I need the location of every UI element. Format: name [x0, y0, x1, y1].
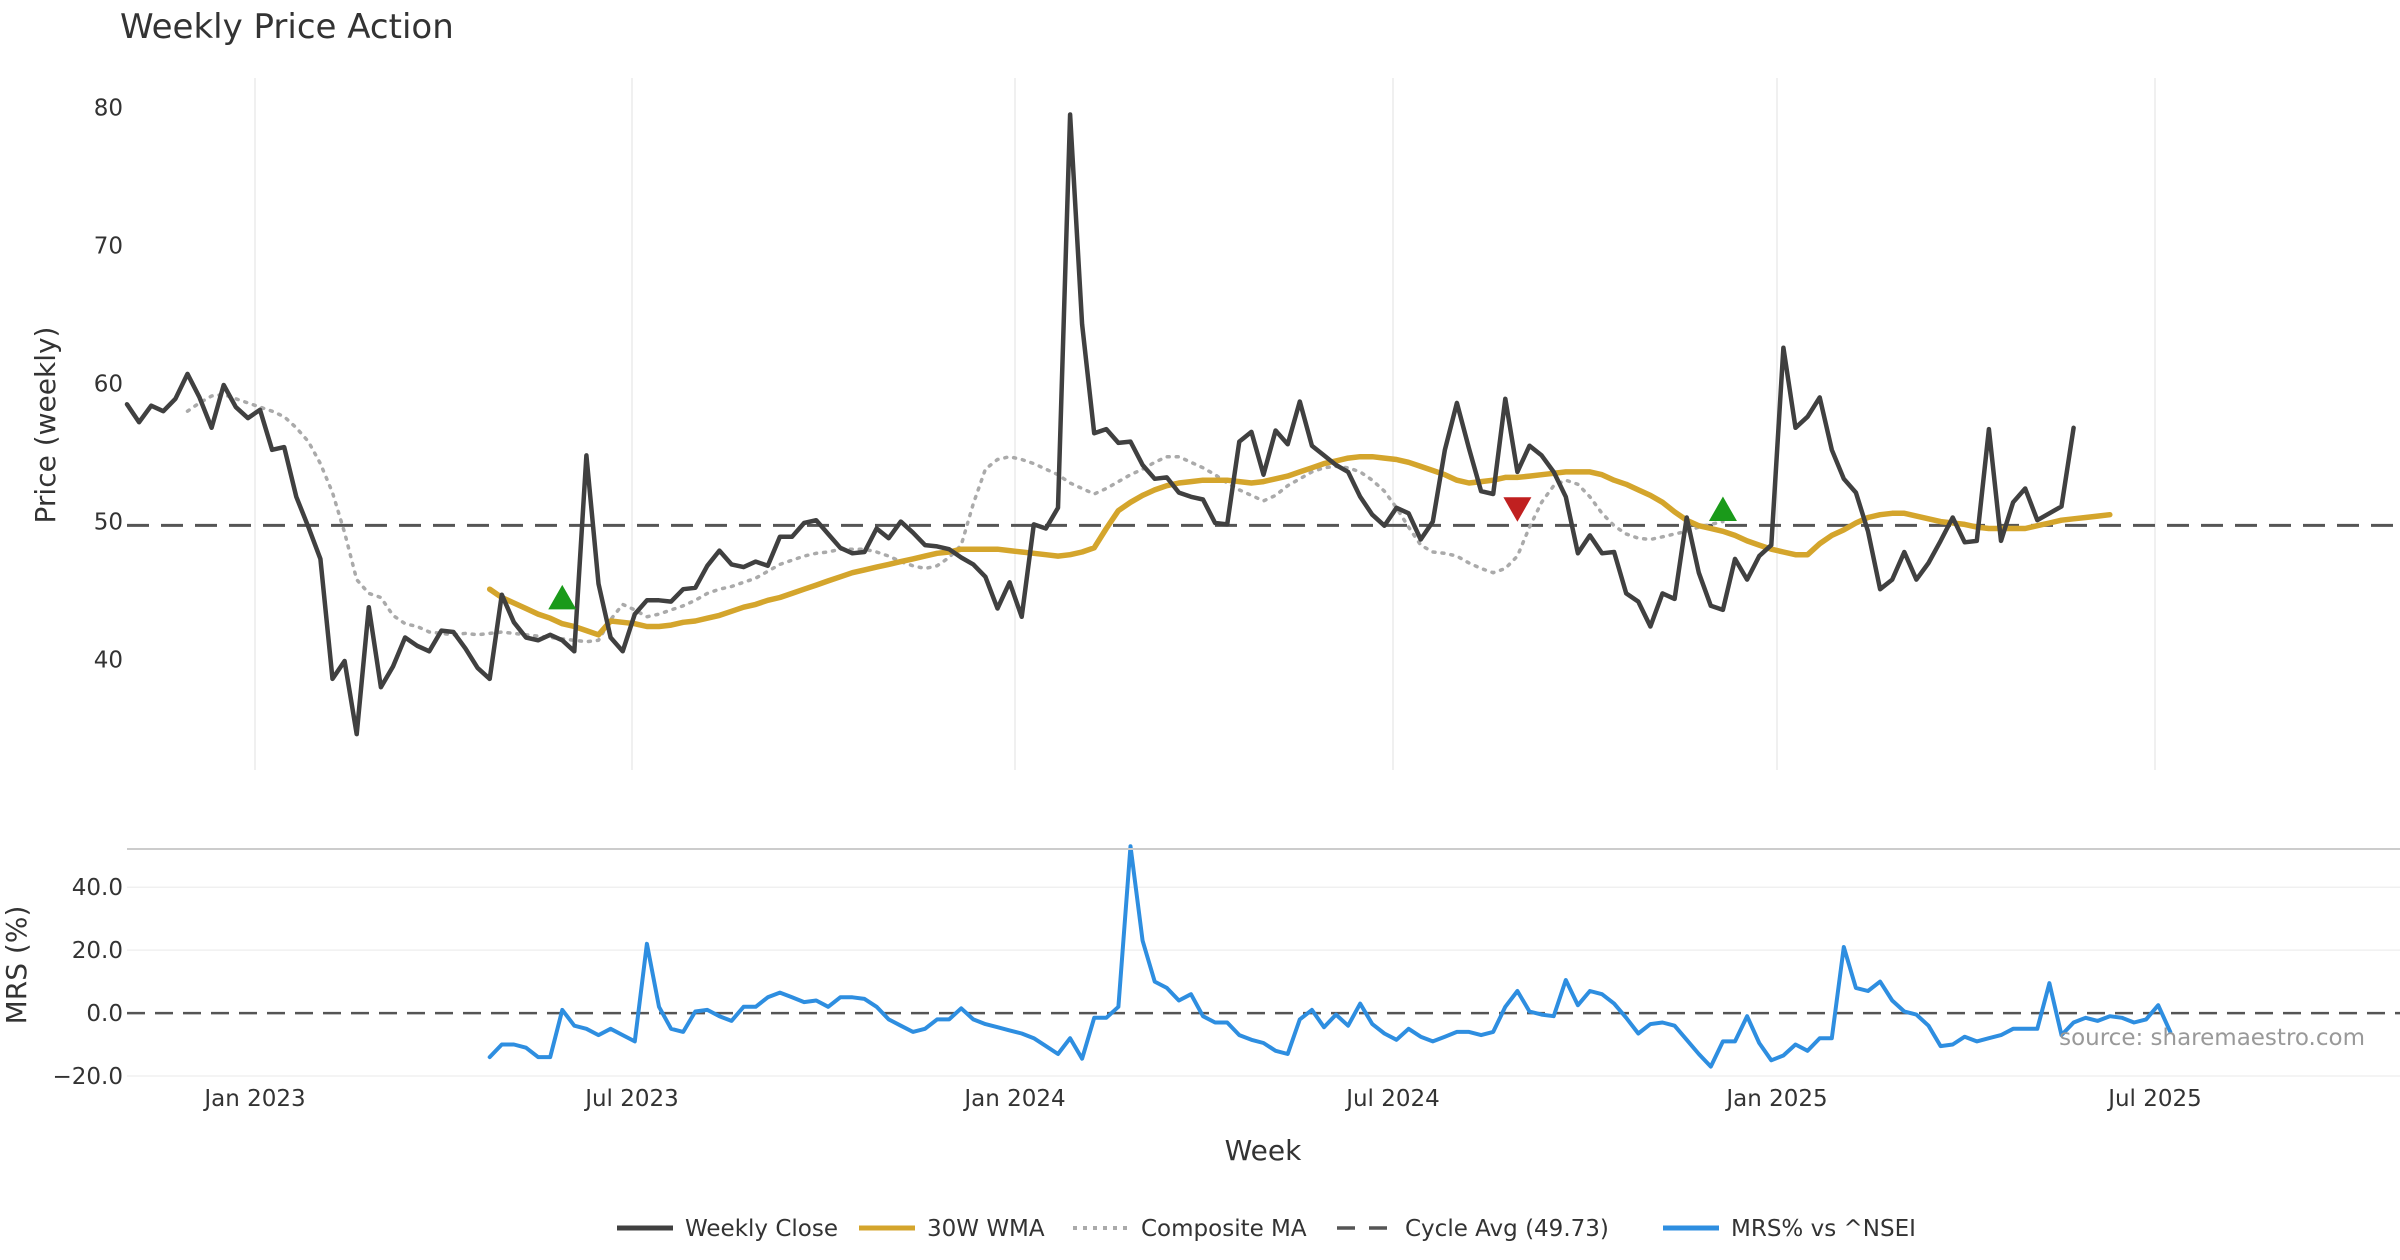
y-tick-label-price: 40: [94, 648, 123, 674]
y-axis-title-price: Price (weekly): [29, 327, 62, 524]
buy-marker: [548, 584, 577, 610]
chart-title: Weekly Price Action: [120, 7, 454, 47]
y-tick-label-mrs: 20.0: [72, 938, 123, 964]
x-tick-label: Jul 2023: [583, 1086, 679, 1112]
legend: Weekly Close 30W WMA Composite MA Cycle Avg…: [617, 1216, 1916, 1242]
x-tick-label: Jan 2025: [1724, 1086, 1827, 1112]
legend-label: Weekly Close: [685, 1216, 838, 1242]
x-tick-label: Jan 2023: [202, 1086, 305, 1112]
y-tick-label-price: 80: [94, 96, 123, 122]
legend-label: 30W WMA: [927, 1216, 1045, 1242]
x-tick-label: Jul 2024: [1344, 1086, 1440, 1112]
y-tick-label-mrs: 0.0: [86, 1001, 123, 1027]
y-tick-label-price: 50: [94, 510, 123, 536]
legend-label: Cycle Avg (49.73): [1405, 1216, 1609, 1242]
y-axis-title-mrs: MRS (%): [0, 906, 33, 1025]
weekly-close-line: [124, 112, 2076, 737]
wma-30w-line: [486, 453, 2113, 638]
source-note: source: sharemaestro.com: [2059, 1025, 2365, 1051]
x-tick-label: Jul 2025: [2106, 1086, 2202, 1112]
x-axis-title: Week: [1225, 1134, 1302, 1167]
sell-marker: [1503, 497, 1532, 522]
y-tick-label-mrs: −20.0: [53, 1064, 123, 1090]
price-panel: 40 50 60 70 80: [94, 78, 2400, 770]
x-tick-label: Jan 2024: [962, 1086, 1065, 1112]
composite-ma-line: [185, 392, 1725, 644]
y-tick-label-price: 60: [94, 372, 123, 398]
buy-marker: [1708, 496, 1737, 522]
y-tick-label-mrs: 40.0: [72, 875, 123, 901]
legend-label: MRS% vs ^NSEI: [1731, 1216, 1916, 1242]
mrs-line: [487, 844, 2173, 1069]
mrs-panel: −20.0 0.0 20.0 40.0: [53, 844, 2400, 1090]
legend-label: Composite MA: [1141, 1216, 1307, 1242]
x-axis-ticks: Jan 2023 Jul 2023 Jan 2024 Jul 2024 Jan 2025…: [202, 1086, 2201, 1112]
y-tick-label-price: 70: [94, 234, 123, 260]
